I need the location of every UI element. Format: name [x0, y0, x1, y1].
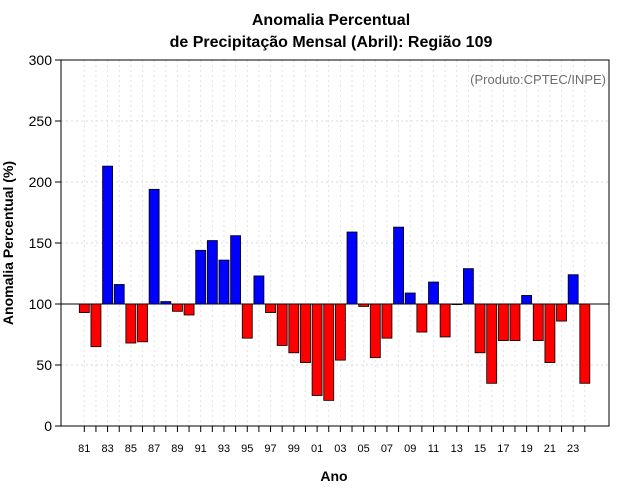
bar-90: 90: 91 — [183, 303, 195, 316]
bar-97: 97: 93 — [265, 303, 276, 313]
x-axis-label: Ano — [320, 468, 347, 484]
bar-89: 89: 94 — [172, 303, 183, 312]
chart-title-line1: Anomalia Percentual — [252, 12, 410, 29]
x-tick-label: 85 — [125, 443, 137, 455]
x-tick-label: 87 — [148, 443, 160, 455]
bar-11: 11: 118 — [428, 281, 439, 305]
bar-18: 18: 70 — [509, 303, 521, 341]
bar-17: 17: 70 — [497, 303, 509, 341]
bar-85: 85: 68 — [125, 303, 137, 344]
x-tick-label: 97 — [264, 443, 276, 455]
bar-95: 95: 72 — [241, 303, 253, 339]
y-tick-label: 200 — [29, 174, 53, 190]
bar-20: 20: 70 — [532, 303, 544, 341]
bar-15: 15: 60 — [474, 303, 486, 354]
x-tick-label: 01 — [311, 443, 323, 455]
bar-23: 23: 124 — [567, 274, 579, 305]
x-axis: 81 83 85 87 89 91 93 95 97 99 01 03 05 07 09 11 13 15 17 19… — [78, 426, 586, 455]
x-tick-label: 23 — [567, 443, 579, 455]
grid-lines — [61, 60, 609, 426]
x-tick-label: 11 — [428, 443, 439, 455]
x-tick-label: 17 — [497, 443, 509, 455]
bar-12: 12: 73 — [439, 303, 451, 338]
bar-03: 03: 54 — [334, 303, 346, 361]
bar-09: 09: 109 — [404, 292, 416, 305]
bar-21: 21: 52 — [544, 303, 556, 363]
x-tick-label: 07 — [381, 443, 393, 455]
x-tick-label: 09 — [404, 443, 416, 455]
y-tick-label: 250 — [29, 113, 53, 129]
x-tick-label: 21 — [544, 443, 556, 455]
y-axis: 0 50 100 150 200 250 300 — [29, 52, 61, 434]
x-tick-label: 95 — [241, 443, 253, 455]
bar-10: 10: 77 — [416, 303, 428, 333]
y-tick-label: 100 — [29, 296, 53, 312]
bar-99: 99: 60 — [288, 303, 300, 354]
x-tick-label: 83 — [101, 443, 113, 455]
x-tick-label: 15 — [474, 443, 486, 455]
bar-91: 91: 144 — [195, 249, 207, 305]
x-tick-label: 19 — [520, 443, 532, 455]
bar-87: 87: 194 — [148, 188, 160, 305]
bar-02: 02: 21 — [323, 303, 335, 401]
chart-title-line2: de Precipitação Mensal (Abril): Região 1… — [170, 34, 493, 51]
bar-08: 08: 163 — [393, 226, 404, 305]
x-tick-label: 05 — [358, 443, 370, 455]
bar-81: 81: 93 — [78, 303, 90, 313]
bar-98: 98: 66 — [276, 303, 288, 346]
bar-19: 19: 107 — [521, 295, 533, 305]
x-tick-label: 91 — [195, 443, 207, 455]
bar-22: 22: 86 — [556, 303, 567, 322]
x-tick-label: 93 — [218, 443, 230, 455]
y-tick-label: 300 — [29, 52, 53, 68]
bar-86: 86: 69 — [137, 303, 148, 343]
y-axis-label: Anomalia Percentual (%) — [0, 161, 16, 325]
bar-83: 83: 213 — [102, 165, 113, 305]
x-tick-label: 81 — [78, 443, 90, 455]
y-tick-label: 150 — [29, 235, 53, 251]
bar-24: 24: 35 — [579, 303, 591, 384]
y-tick-label: 50 — [36, 357, 52, 373]
bars-group: 81: 9382: 6583: 21384: 11685: 6886: 6987… — [78, 165, 591, 401]
bar-04: 04: 159 — [346, 231, 358, 305]
bar-14: 14: 129 — [463, 268, 474, 305]
bar-92: 92: 152 — [206, 240, 218, 305]
bar-93: 93: 136 — [218, 259, 230, 305]
x-tick-label: 99 — [288, 443, 300, 455]
bar-94: 94: 156 — [230, 235, 242, 305]
bar-07: 07: 72 — [381, 303, 393, 339]
bar-01: 01: 25 — [311, 303, 323, 396]
bar-16: 16: 35 — [486, 303, 498, 384]
bar-84: 84: 116 — [113, 284, 125, 305]
y-tick-label: 0 — [44, 418, 52, 434]
credit-text: (Produto:CPTEC/INPE) — [470, 72, 606, 87]
bar-82: 82: 65 — [90, 303, 102, 348]
bar-06: 06: 56 — [369, 303, 381, 359]
x-tick-label: 13 — [451, 443, 463, 455]
bar-00: 00: 52 — [300, 303, 311, 363]
bar-96: 96: 123 — [253, 275, 265, 305]
x-tick-label: 03 — [334, 443, 346, 455]
x-tick-label: 89 — [171, 443, 183, 455]
